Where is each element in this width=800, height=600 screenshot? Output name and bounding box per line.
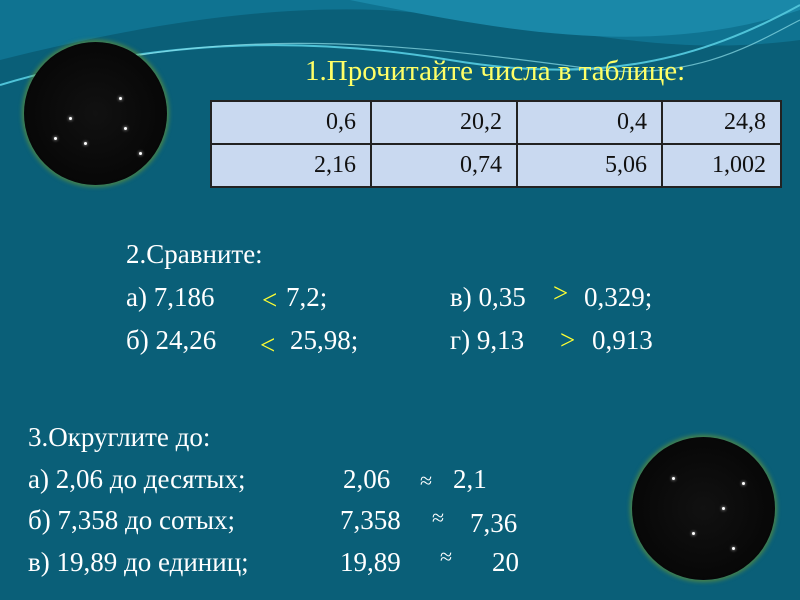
table-cell: 0,74	[370, 143, 518, 188]
round-result: 2,1	[453, 464, 487, 494]
round-task: а) 2,06 до десятых;	[28, 464, 246, 494]
approx-sign: ≈	[432, 505, 445, 530]
round-number: 2,06	[343, 464, 391, 494]
section3-title: 3.Округлите до:	[28, 422, 211, 452]
approx-sign: ≈	[440, 544, 453, 569]
compare-left: б) 24,26	[126, 325, 217, 355]
compare-left: в) 0,35	[450, 282, 526, 312]
table-cell: 0,6	[210, 100, 372, 145]
round-result: 20	[492, 547, 519, 577]
compare-left: а) 7,186	[126, 282, 215, 312]
round-number: 7,358	[340, 505, 401, 535]
section1-title: 1.Прочитайте числа в таблице:	[305, 55, 686, 87]
section2-title: 2.Сравните:	[126, 239, 263, 269]
starry-sphere-decoration	[632, 437, 775, 580]
compare-sign: <	[260, 330, 276, 360]
compare-right: 0,913	[592, 325, 653, 355]
round-result: 7,36	[470, 508, 518, 538]
table-cell: 0,4	[516, 100, 663, 145]
table-row: 2,16 0,74 5,06 1,002	[210, 143, 782, 188]
compare-sign: <	[262, 285, 278, 315]
table-cell: 1,002	[661, 143, 782, 188]
round-task: б) 7,358 до сотых;	[28, 505, 236, 535]
table-row: 0,6 20,2 0,4 24,8	[210, 100, 782, 145]
table-cell: 5,06	[516, 143, 663, 188]
compare-right: 25,98;	[290, 325, 359, 355]
numbers-table: 0,6 20,2 0,4 24,8 2,16 0,74 5,06 1,002	[210, 100, 782, 188]
approx-sign: ≈	[420, 468, 433, 493]
compare-sign: >	[560, 325, 576, 355]
starry-sphere-decoration	[24, 42, 167, 185]
table-cell: 24,8	[661, 100, 782, 145]
compare-right: 7,2;	[286, 282, 328, 312]
table-cell: 2,16	[210, 143, 372, 188]
round-task: в) 19,89 до единиц;	[28, 547, 249, 577]
compare-right: 0,329;	[584, 282, 653, 312]
table-cell: 20,2	[370, 100, 518, 145]
round-number: 19,89	[340, 547, 401, 577]
compare-left: г) 9,13	[450, 325, 525, 355]
compare-sign: >	[553, 278, 569, 308]
